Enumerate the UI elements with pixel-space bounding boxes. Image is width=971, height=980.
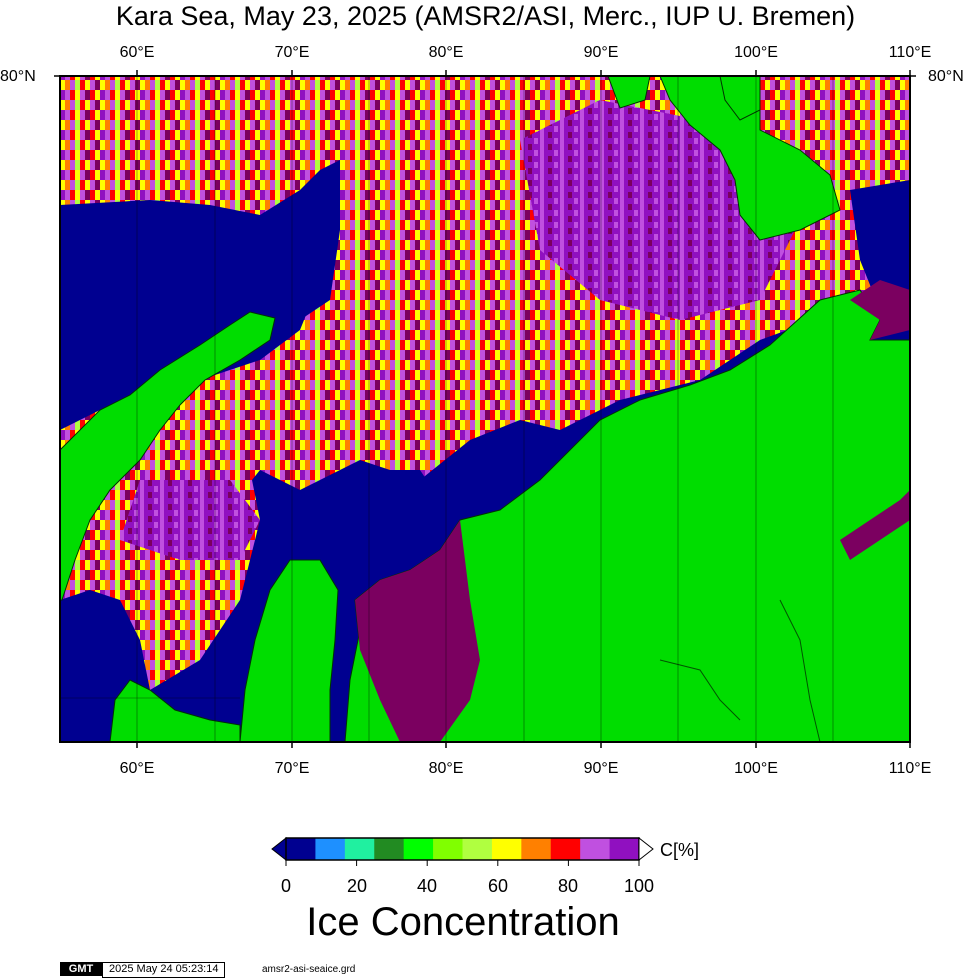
lon-label-bottom-90: 90°E [583, 760, 619, 777]
colorbar-segment [521, 838, 552, 860]
map-title: Kara Sea, May 23, 2025 (AMSR2/ASI, Merc.… [115, 1, 856, 31]
colorbar-segment [462, 838, 493, 860]
lon-label-bottom-100: 100°E [734, 760, 778, 777]
land-arctic-island-nw [607, 76, 651, 109]
lon-label-top-110: 110°E [888, 44, 932, 61]
land-mainland-southwest [109, 679, 241, 742]
colorbar-segment [609, 838, 640, 860]
map-frame [59, 75, 911, 743]
lon-label-top-80: 80°E [428, 44, 464, 61]
colorbar-segment [580, 838, 611, 860]
colorbar-title: Ice Concentration [306, 900, 620, 944]
fast-ice-taimyr-east [850, 280, 910, 340]
colorbar-tick-0: 0 [280, 876, 292, 896]
fast-ice-kara-coast [355, 520, 480, 742]
colorbar-under-triangle [271, 836, 287, 862]
lon-label-bottom-60: 60°E [119, 760, 155, 777]
open-water-pocket-pechora [60, 590, 150, 700]
colorbar-segment [286, 838, 316, 860]
lat-label-left: 80°N [0, 68, 36, 85]
lon-label-top-90: 90°E [583, 44, 619, 61]
colorbar-segment [374, 838, 405, 860]
land-yamal [239, 559, 339, 742]
colorbar-tick-60: 60 [487, 876, 509, 896]
colorbar-tick-80: 80 [557, 876, 579, 896]
colorbar-segment [433, 838, 463, 860]
lon-label-bottom-110: 110°E [888, 760, 932, 777]
fast-ice-southeast [840, 490, 910, 560]
lon-label-bottom-70: 70°E [274, 760, 310, 777]
colorbar-unit: C[%] [660, 840, 700, 860]
open-water-pocket-kara-south [280, 470, 440, 570]
colorbar-tick-40: 40 [416, 876, 438, 896]
graticule [60, 76, 834, 742]
lon-label-bottom-80: 80°E [428, 760, 464, 777]
lat-label-right: 80°N [928, 68, 964, 85]
colorbar-tick-100: 100 [623, 876, 655, 896]
land-boundary [659, 599, 821, 742]
timestamp: 2025 May 24 05:23:14 [102, 962, 226, 978]
colorbar-segment [550, 838, 581, 860]
gmt-logo: GMT [60, 962, 102, 976]
colorbar-tick-20: 20 [346, 876, 368, 896]
colorbar-segment [403, 838, 434, 860]
frame-ticks [54, 70, 916, 748]
land-novaya-zemlya [60, 311, 276, 601]
lon-label-top-60: 60°E [119, 44, 155, 61]
sea-ice-purple-south [120, 480, 260, 560]
lon-label-top-70: 70°E [274, 44, 310, 61]
colorbar [271, 836, 654, 866]
colorbar-segment [491, 838, 522, 860]
open-water-pocket-barents [60, 160, 340, 420]
land-severnaya-zemlya-islet [719, 76, 761, 121]
colorbar-segment [344, 838, 375, 860]
colorbar-over-triangle [638, 836, 654, 862]
source-file: amsr2-asi-seaice.grd [262, 964, 356, 975]
land-severnaya-zemlya [659, 76, 841, 241]
lon-label-top-100: 100°E [734, 44, 778, 61]
colorbar-segment [315, 838, 346, 860]
